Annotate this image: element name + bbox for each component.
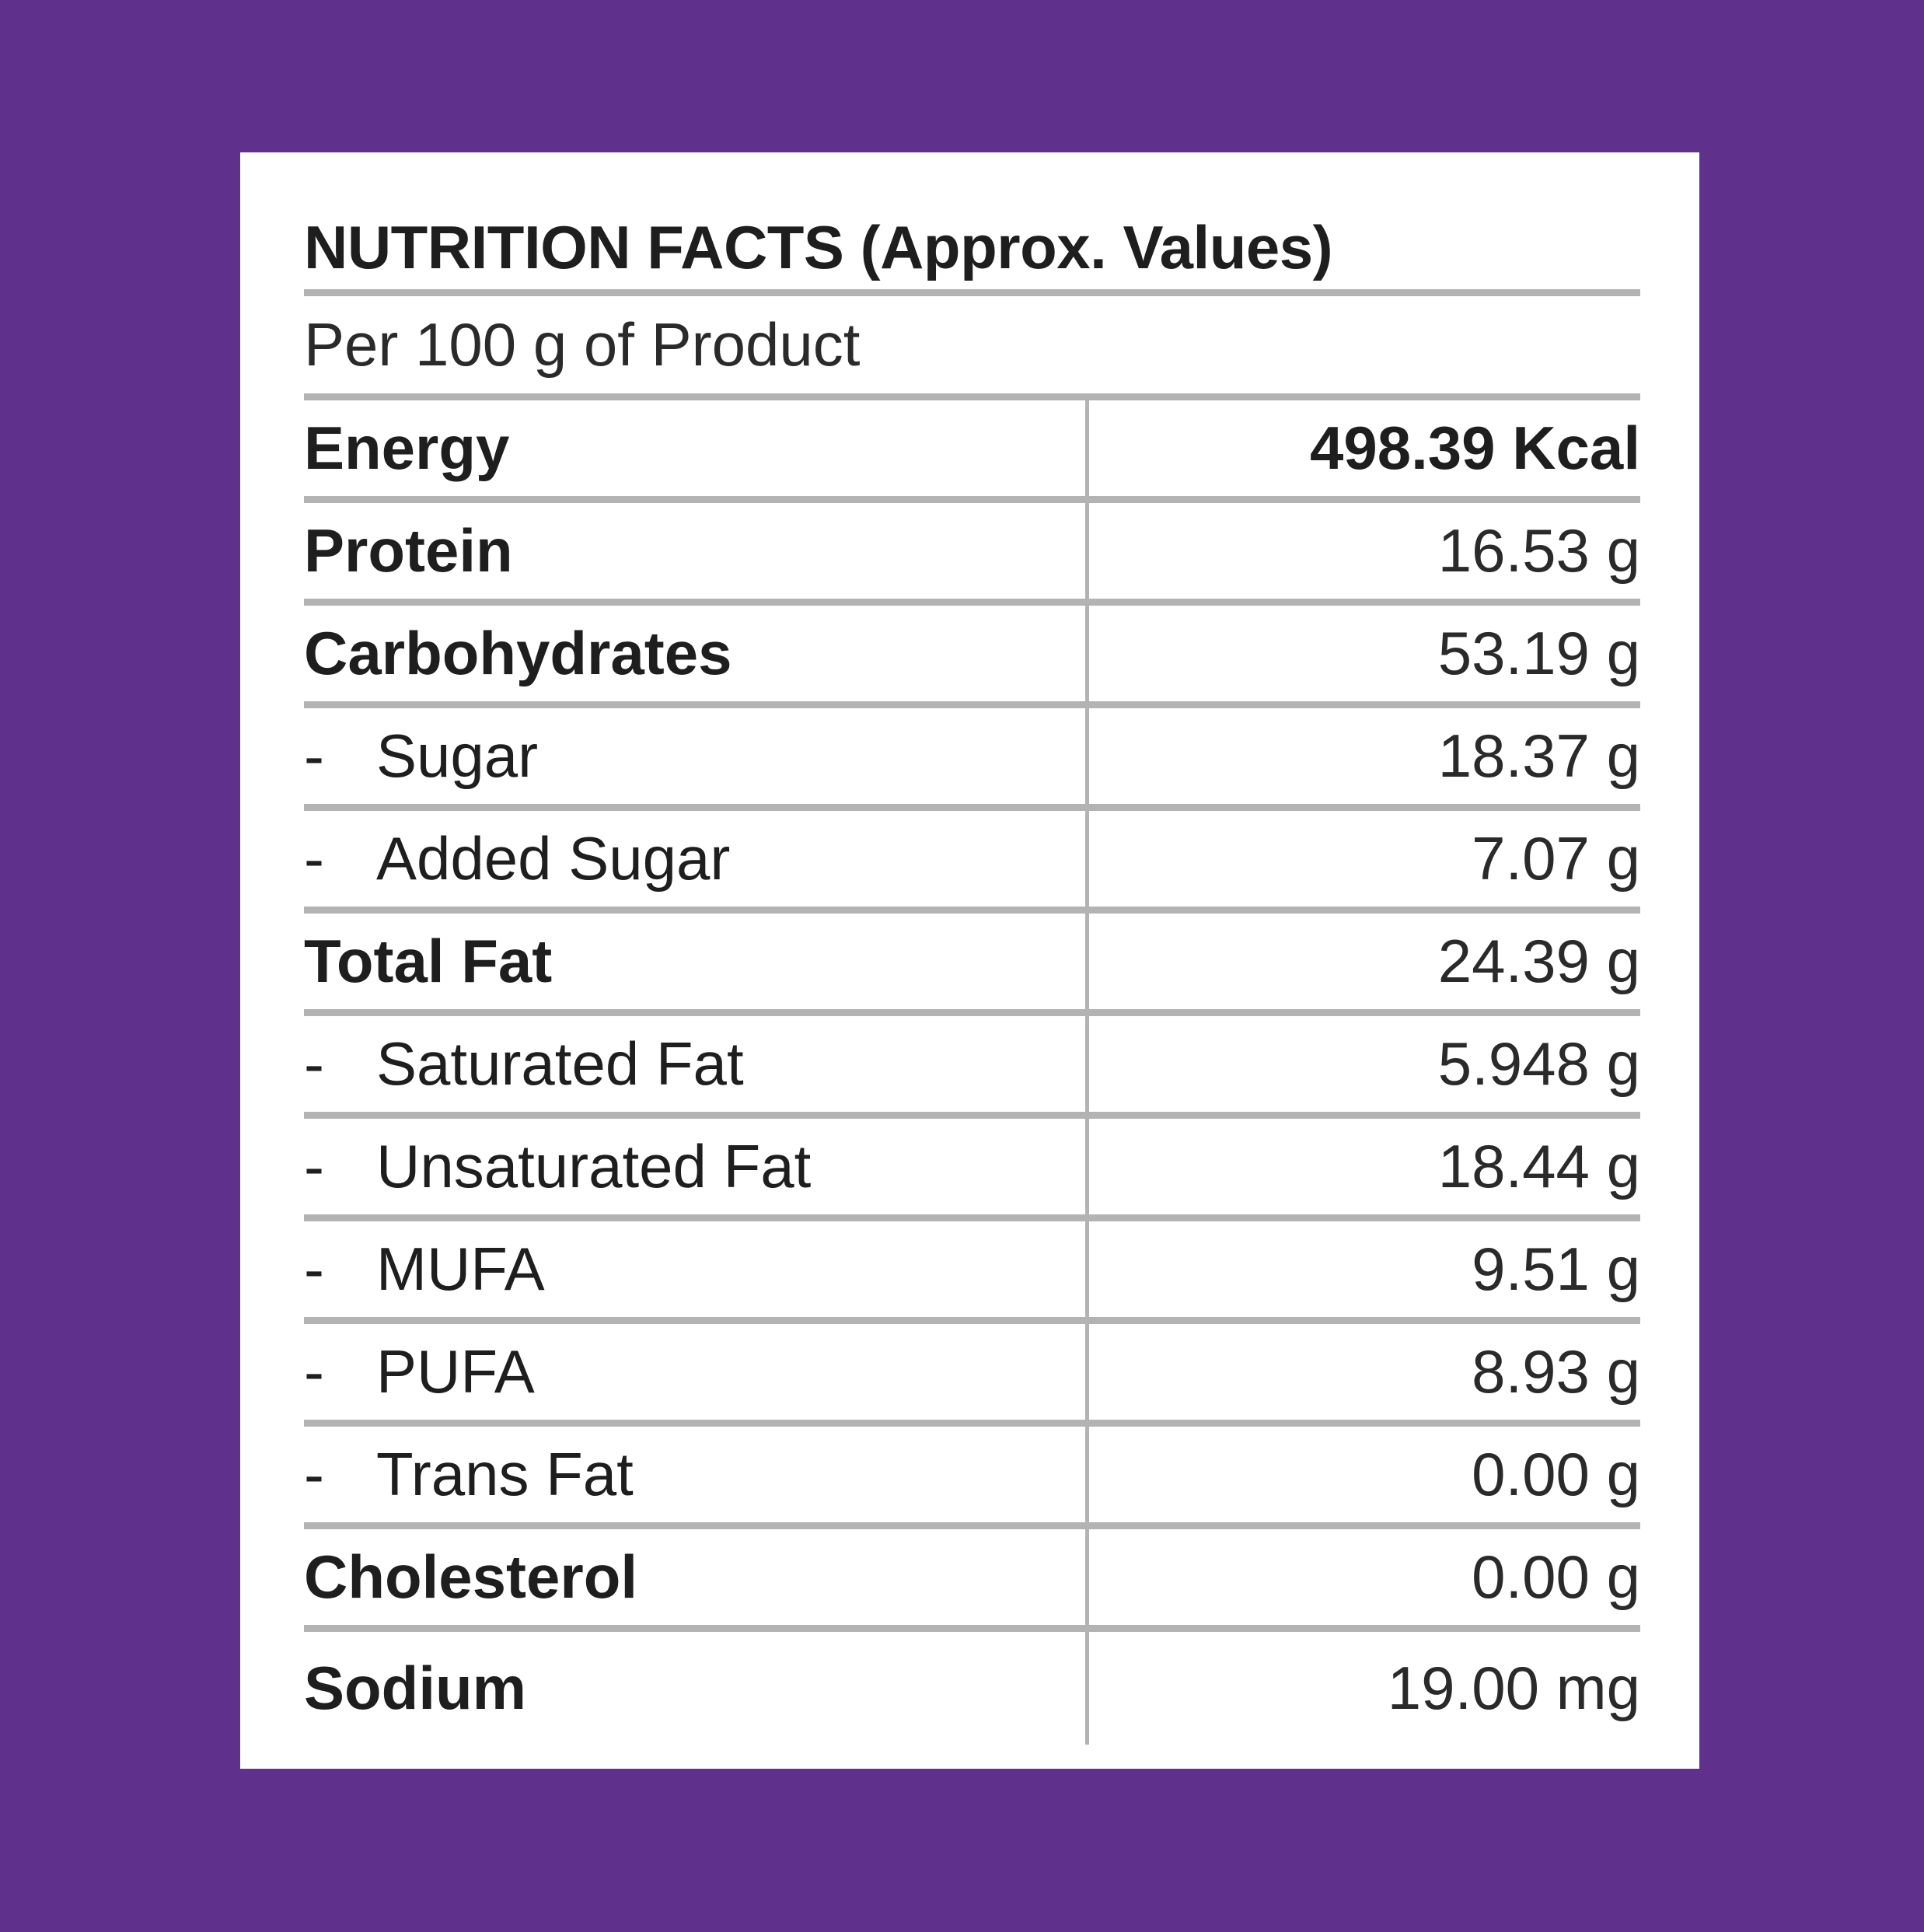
row-label: Energy xyxy=(304,414,510,482)
row-label: MUFA xyxy=(376,1235,545,1303)
table-row-energy: Energy 498.39 Kcal xyxy=(304,400,1640,503)
row-label: Saturated Fat xyxy=(376,1029,744,1098)
row-label: Unsaturated Fat xyxy=(376,1132,812,1200)
table-row-total-fat: Total Fat 24.39 g xyxy=(304,914,1640,1016)
table-row-protein: Protein 16.53 g xyxy=(304,503,1640,606)
row-label: Cholesterol xyxy=(304,1542,638,1611)
row-label-cell: - Unsaturated Fat xyxy=(304,1119,1089,1214)
row-value: 19.00 mg xyxy=(1387,1654,1640,1722)
row-label-cell: Protein xyxy=(304,503,1089,599)
row-label: Protein xyxy=(304,516,513,585)
row-label-cell: - Trans Fat xyxy=(304,1427,1089,1522)
nutrition-facts-card: NUTRITION FACTS (Approx. Values) Per 100… xyxy=(240,152,1699,1769)
table-row-sodium: Sodium 19.00 mg xyxy=(304,1632,1640,1745)
row-value: 24.39 g xyxy=(1437,927,1640,995)
row-label-cell: - MUFA xyxy=(304,1221,1089,1317)
row-label-cell: - PUFA xyxy=(304,1324,1089,1420)
row-value: 0.00 g xyxy=(1472,1440,1640,1508)
table-row-pufa: - PUFA 8.93 g xyxy=(304,1324,1640,1427)
table-row-cholesterol: Cholesterol 0.00 g xyxy=(304,1529,1640,1632)
row-label-cell: Energy xyxy=(304,400,1089,496)
row-label-cell: - Added Sugar xyxy=(304,811,1089,907)
row-value: 498.39 Kcal xyxy=(1309,414,1640,482)
row-label-cell: Cholesterol xyxy=(304,1529,1089,1625)
row-value: 9.51 g xyxy=(1472,1235,1640,1303)
row-label: Total Fat xyxy=(304,927,553,995)
table-row-sugar: - Sugar 18.37 g xyxy=(304,708,1640,811)
panel-title: NUTRITION FACTS (Approx. Values) xyxy=(304,205,1640,296)
row-value: 18.37 g xyxy=(1437,721,1640,790)
row-label-cell: - Sugar xyxy=(304,708,1089,804)
row-value: 7.07 g xyxy=(1472,824,1640,893)
table-row-unsaturated-fat: - Unsaturated Fat 18.44 g xyxy=(304,1119,1640,1221)
sub-item-dash: - xyxy=(304,1029,324,1098)
row-value: 5.948 g xyxy=(1437,1029,1640,1098)
sub-item-dash: - xyxy=(304,1235,324,1303)
table-row-mufa: - MUFA 9.51 g xyxy=(304,1221,1640,1324)
row-value: 18.44 g xyxy=(1437,1132,1640,1200)
sub-item-dash: - xyxy=(304,824,324,893)
sub-item-dash: - xyxy=(304,1440,324,1508)
row-label-cell: - Saturated Fat xyxy=(304,1016,1089,1112)
row-value: 8.93 g xyxy=(1472,1337,1640,1406)
panel-subtitle: Per 100 g of Product xyxy=(304,296,1640,400)
row-label: Sugar xyxy=(376,721,539,790)
row-label: PUFA xyxy=(376,1337,535,1406)
row-label-cell: Total Fat xyxy=(304,914,1089,1009)
row-label-cell: Carbohydrates xyxy=(304,606,1089,701)
row-label: Added Sugar xyxy=(376,824,731,893)
row-value: 16.53 g xyxy=(1437,516,1640,585)
nutrition-table: NUTRITION FACTS (Approx. Values) Per 100… xyxy=(304,205,1640,1745)
row-value: 0.00 g xyxy=(1472,1542,1640,1611)
row-label: Sodium xyxy=(304,1654,526,1722)
row-label: Trans Fat xyxy=(376,1440,634,1508)
sub-item-dash: - xyxy=(304,1337,324,1406)
row-label: Carbohydrates xyxy=(304,619,732,687)
row-label-cell: Sodium xyxy=(304,1632,1089,1745)
table-row-carbohydrates: Carbohydrates 53.19 g xyxy=(304,606,1640,708)
sub-item-dash: - xyxy=(304,721,324,790)
sub-item-dash: - xyxy=(304,1132,324,1200)
row-value: 53.19 g xyxy=(1437,619,1640,687)
table-row-saturated-fat: - Saturated Fat 5.948 g xyxy=(304,1016,1640,1119)
table-row-added-sugar: - Added Sugar 7.07 g xyxy=(304,811,1640,914)
table-row-trans-fat: - Trans Fat 0.00 g xyxy=(304,1427,1640,1529)
